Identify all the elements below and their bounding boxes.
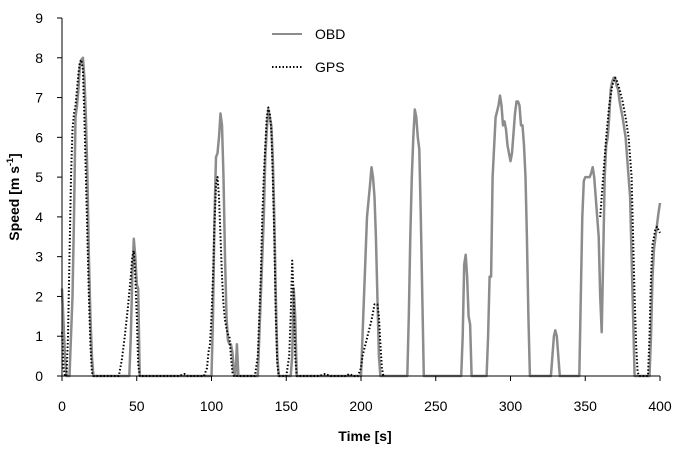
x-tick-label: 50 xyxy=(129,398,145,414)
legend: OBD GPS xyxy=(272,26,345,75)
y-tick-label: 4 xyxy=(35,209,43,225)
x-tick-label: 350 xyxy=(574,398,598,414)
y-tick-label: 1 xyxy=(35,328,43,344)
x-tick-label: 200 xyxy=(349,398,373,414)
series-layer xyxy=(60,56,662,378)
series-line-obd-0 xyxy=(60,56,662,378)
x-axis-title: Time [s] xyxy=(338,428,391,444)
y-tick-label: 7 xyxy=(35,90,43,106)
y-tick-label: 2 xyxy=(35,288,43,304)
y-axis-title: Speed [m s-1] xyxy=(5,153,22,240)
y-tick-label: 0 xyxy=(35,368,43,384)
y-ticks: 0 1 2 3 4 5 6 7 8 9 xyxy=(35,10,62,384)
y-axis-title-main: Speed [m s xyxy=(6,166,22,241)
series-line-gps-1 xyxy=(61,58,385,377)
x-tick-label: 150 xyxy=(275,398,299,414)
y-axis-title-close: ] xyxy=(6,153,22,158)
y-axis-title-sup: -1 xyxy=(5,158,15,166)
x-tick-label: 400 xyxy=(648,398,672,414)
series-line-gps-2 xyxy=(599,76,661,377)
y-tick-label: 9 xyxy=(35,10,43,26)
x-ticks: 0 50 100 150 200 250 300 350 400 xyxy=(58,376,672,414)
legend-gps-label: GPS xyxy=(315,59,345,75)
y-tick-label: 3 xyxy=(35,249,43,265)
x-tick-label: 300 xyxy=(499,398,523,414)
x-tick-label: 0 xyxy=(58,398,66,414)
y-tick-label: 8 xyxy=(35,50,43,66)
y-tick-label: 6 xyxy=(35,129,43,145)
x-tick-label: 100 xyxy=(200,398,224,414)
legend-obd-label: OBD xyxy=(315,26,345,42)
y-tick-label: 5 xyxy=(35,169,43,185)
x-tick-label: 250 xyxy=(424,398,448,414)
